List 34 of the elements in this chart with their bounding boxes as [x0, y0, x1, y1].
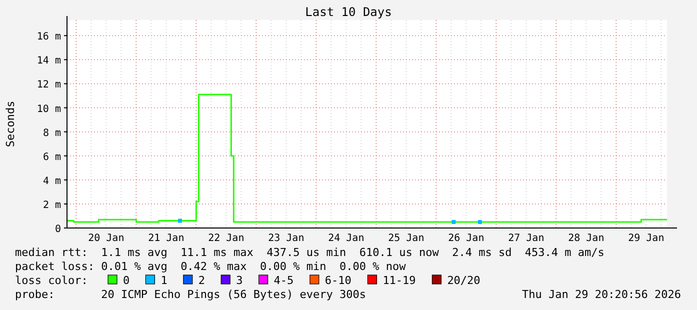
x-tick-label: 20 Jan	[88, 233, 124, 244]
text: Thu Jan 29 20:20:56 2026	[522, 288, 681, 301]
text: median rtt: 1.1 ms avg 11.1 ms max 437.5 us min 610.1 us now 2.4 ms sd 453.4 m am/s	[15, 246, 604, 259]
legend-label: 20/20	[447, 274, 480, 287]
y-tick-label: 16 m	[36, 32, 61, 43]
x-tick-label: 28 Jan	[568, 233, 604, 244]
y-tick-label: 12 m	[36, 80, 61, 91]
x-tick-label: 22 Jan	[208, 233, 244, 244]
legend-label: 11-19	[382, 274, 416, 287]
x-tick-label: 25 Jan	[388, 233, 424, 244]
y-tick-label: 8 m	[42, 128, 61, 139]
x-tick-label: 21 Jan	[148, 233, 184, 244]
legend-label: 6-10	[324, 274, 352, 287]
legend-label: 1	[160, 274, 168, 287]
x-tick-label: 29 Jan	[628, 233, 664, 244]
y-tick-label: 0	[54, 224, 61, 235]
chart-title: Last 10 Days	[305, 5, 392, 19]
y-tick-label: 4 m	[42, 176, 61, 187]
y-tick-label: 10 m	[36, 104, 61, 115]
legend-label: 4-5	[274, 274, 294, 287]
x-tick-label: 24 Jan	[328, 233, 364, 244]
x-tick-label: 27 Jan	[508, 233, 544, 244]
legend-label: 3	[236, 274, 243, 287]
text: probe: 20 ICMP Echo Pings (56 Bytes) every 300s	[15, 288, 366, 301]
y-tick-label: 6 m	[42, 152, 61, 163]
legend-label: 2	[198, 274, 206, 287]
legend-label: 0	[123, 274, 130, 287]
x-tick-label: 23 Jan	[268, 233, 304, 244]
x-tick-label: 26 Jan	[448, 233, 484, 244]
y-axis-title: Seconds	[4, 100, 17, 148]
y-tick-label: 2 m	[42, 200, 61, 211]
y-tick-label: 14 m	[36, 56, 61, 67]
legend-title: loss color:	[15, 274, 88, 287]
text: packet loss: 0.01 % avg 0.42 % max 0.00 % min 0.00 % now	[15, 260, 406, 273]
